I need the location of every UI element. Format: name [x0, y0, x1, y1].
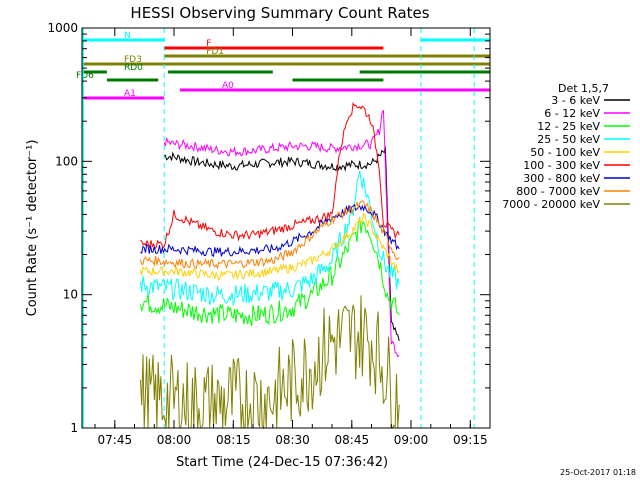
series-line-5 [140, 101, 400, 250]
legend-label-6: 300 - 800 keV [523, 172, 600, 185]
series-line-0 [164, 146, 400, 342]
x-tick-label-4: 08:45 [335, 433, 370, 447]
series-line-3 [140, 170, 400, 306]
legend-label-3: 25 - 50 keV [537, 133, 600, 146]
flag-label-rd0: RD0 [124, 63, 143, 73]
y-tick-label-2: 100 [55, 154, 78, 168]
flag-label-a0: A0 [222, 81, 234, 91]
x-axis-label: Start Time (24-Dec-15 07:36:42) [176, 455, 388, 470]
x-axis-ticks: 07:45 08:00 08:15 08:30 08:45 09:00 09:15 [94, 28, 488, 447]
series-line-1 [163, 109, 400, 358]
series-line-7 [140, 200, 400, 270]
flag-label-f: F [206, 39, 211, 49]
y-tick-label-3: 1000 [47, 21, 78, 35]
x-tick-label-1: 08:00 [157, 433, 192, 447]
series-line-6 [140, 203, 400, 258]
plot-frame [81, 27, 491, 429]
legend-label-0: 3 - 6 keV [551, 94, 600, 107]
series-line-8 [140, 295, 400, 430]
legend-title: Det 1,5,7 [558, 82, 609, 95]
flag-label-fd1: FD1 [206, 47, 224, 57]
legend-label-4: 50 - 100 keV [530, 146, 600, 159]
y-tick-label-0: 1 [70, 421, 78, 435]
series-lines [140, 101, 400, 430]
flag-label-n: N [124, 31, 131, 41]
axes [81, 27, 491, 429]
series-line-2 [140, 216, 400, 327]
legend-label-7: 800 - 7000 keV [516, 185, 600, 198]
x-tick-label-3: 08:30 [275, 433, 310, 447]
y-axis-label: Count Rate (s⁻¹ detector⁻¹) [25, 140, 40, 317]
series-line-4 [140, 212, 400, 281]
legend-label-5: 100 - 300 keV [523, 159, 600, 172]
x-tick-label-0: 07:45 [98, 433, 133, 447]
legend-label-8: 7000 - 20000 keV [502, 198, 600, 211]
x-tick-label-2: 08:15 [216, 433, 251, 447]
flag-label-fd3: FD3 [124, 55, 142, 65]
y-tick-label-1: 10 [63, 288, 78, 302]
flag-label-fd6: FD6 [76, 71, 94, 81]
x-tick-label-5: 09:00 [394, 433, 429, 447]
legend-label-2: 12 - 25 keV [537, 120, 600, 133]
y-axis-ticks: 1 10 100 1000 [47, 21, 490, 435]
chart-title: HESSI Observing Summary Count Rates [130, 4, 429, 22]
legend-label-1: 6 - 12 keV [544, 107, 600, 120]
footer-date: 25-Oct-2017 01:18 [560, 468, 636, 477]
flag-label-a1: A1 [124, 89, 136, 99]
x-tick-label-6: 09:15 [453, 433, 488, 447]
